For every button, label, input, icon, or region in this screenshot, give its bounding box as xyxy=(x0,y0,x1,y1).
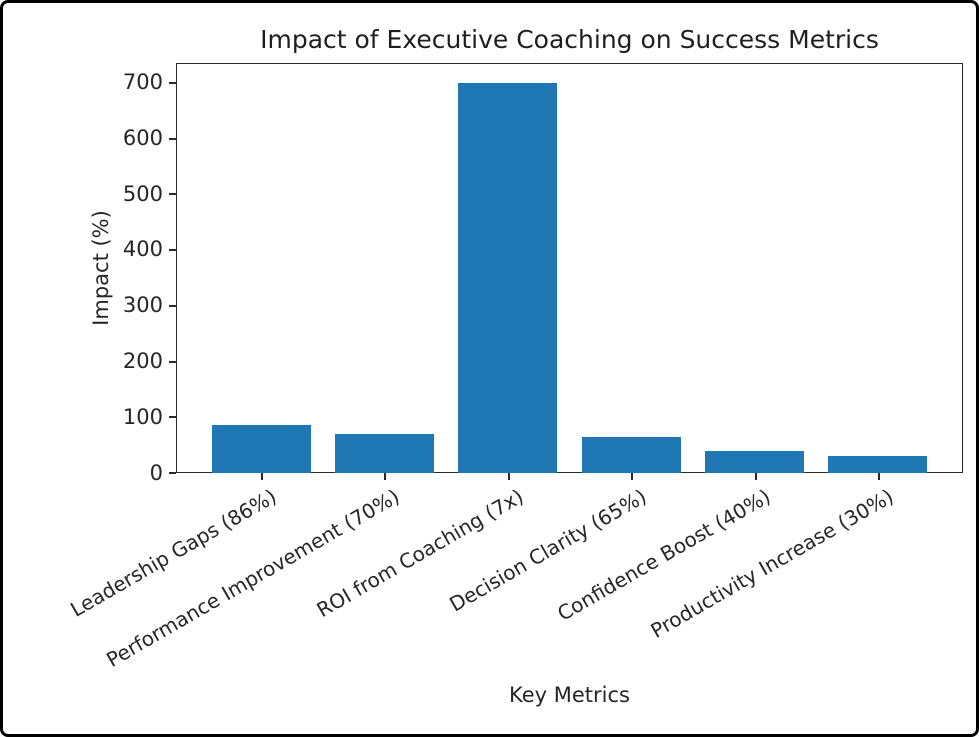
y-tick-mark-7 xyxy=(169,82,176,84)
x-tick-mark-4 xyxy=(755,473,757,480)
x-tick-mark-5 xyxy=(878,473,880,480)
x-tick-mark-3 xyxy=(631,473,633,480)
bar-3 xyxy=(582,437,681,473)
y-tick-mark-6 xyxy=(169,138,176,140)
y-tick-label-3: 300 xyxy=(122,293,163,317)
plot-area xyxy=(176,63,963,473)
y-tick-mark-5 xyxy=(169,193,176,195)
y-tick-label-5: 500 xyxy=(122,182,163,206)
x-axis-label: Key Metrics xyxy=(509,683,630,707)
y-tick-label-1: 100 xyxy=(122,405,163,429)
y-tick-label-6: 600 xyxy=(122,126,163,150)
chart-title: Impact of Executive Coaching on Success … xyxy=(260,25,879,54)
y-tick-label-0: 0 xyxy=(149,461,163,485)
y-tick-mark-0 xyxy=(169,472,176,474)
bar-2 xyxy=(458,83,557,473)
x-tick-mark-0 xyxy=(261,473,263,480)
y-tick-label-2: 200 xyxy=(122,349,163,373)
y-tick-mark-3 xyxy=(169,305,176,307)
y-tick-label-4: 400 xyxy=(122,237,163,261)
bar-5 xyxy=(828,456,927,473)
y-tick-mark-1 xyxy=(169,416,176,418)
bar-4 xyxy=(705,451,804,473)
x-tick-mark-1 xyxy=(384,473,386,480)
bar-1 xyxy=(335,434,434,473)
y-tick-mark-2 xyxy=(169,361,176,363)
y-tick-label-7: 700 xyxy=(122,70,163,94)
bar-0 xyxy=(212,425,311,473)
y-tick-mark-4 xyxy=(169,249,176,251)
x-tick-mark-2 xyxy=(508,473,510,480)
